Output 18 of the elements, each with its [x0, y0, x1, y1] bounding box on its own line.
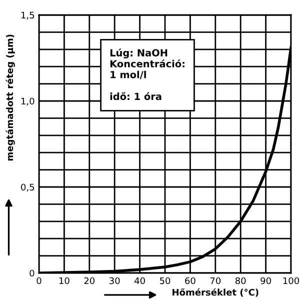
- y-axis-title: megtámadott réteg (µm): [6, 34, 15, 160]
- x-tick-label: 80: [235, 277, 246, 284]
- x-tick-label: 90: [260, 277, 271, 284]
- x-tick-label: 50: [160, 277, 170, 284]
- x-tick-label: 60: [185, 277, 196, 284]
- y-tick-label: 0: [30, 270, 34, 277]
- x-tick-label: 40: [134, 277, 145, 284]
- y-tick-label: 1,5: [21, 12, 34, 20]
- y-tick-label: 1,0: [21, 98, 34, 106]
- x-tick-label: 20: [84, 277, 95, 284]
- x-tick-label: 70: [210, 277, 221, 284]
- y-tick-label: 0,5: [21, 184, 34, 192]
- x-tick-label: 30: [110, 277, 120, 284]
- x-tick-label: 10: [59, 277, 70, 284]
- text: Lúg: NaOH Koncentráció: 1 mol/l idő: 1 óra: [110, 48, 184, 100]
- x-tick-label: 0: [36, 277, 42, 284]
- x-tick-label: 100: [283, 277, 300, 284]
- x-axis-title: Hőmérséklet (°C): [172, 288, 258, 297]
